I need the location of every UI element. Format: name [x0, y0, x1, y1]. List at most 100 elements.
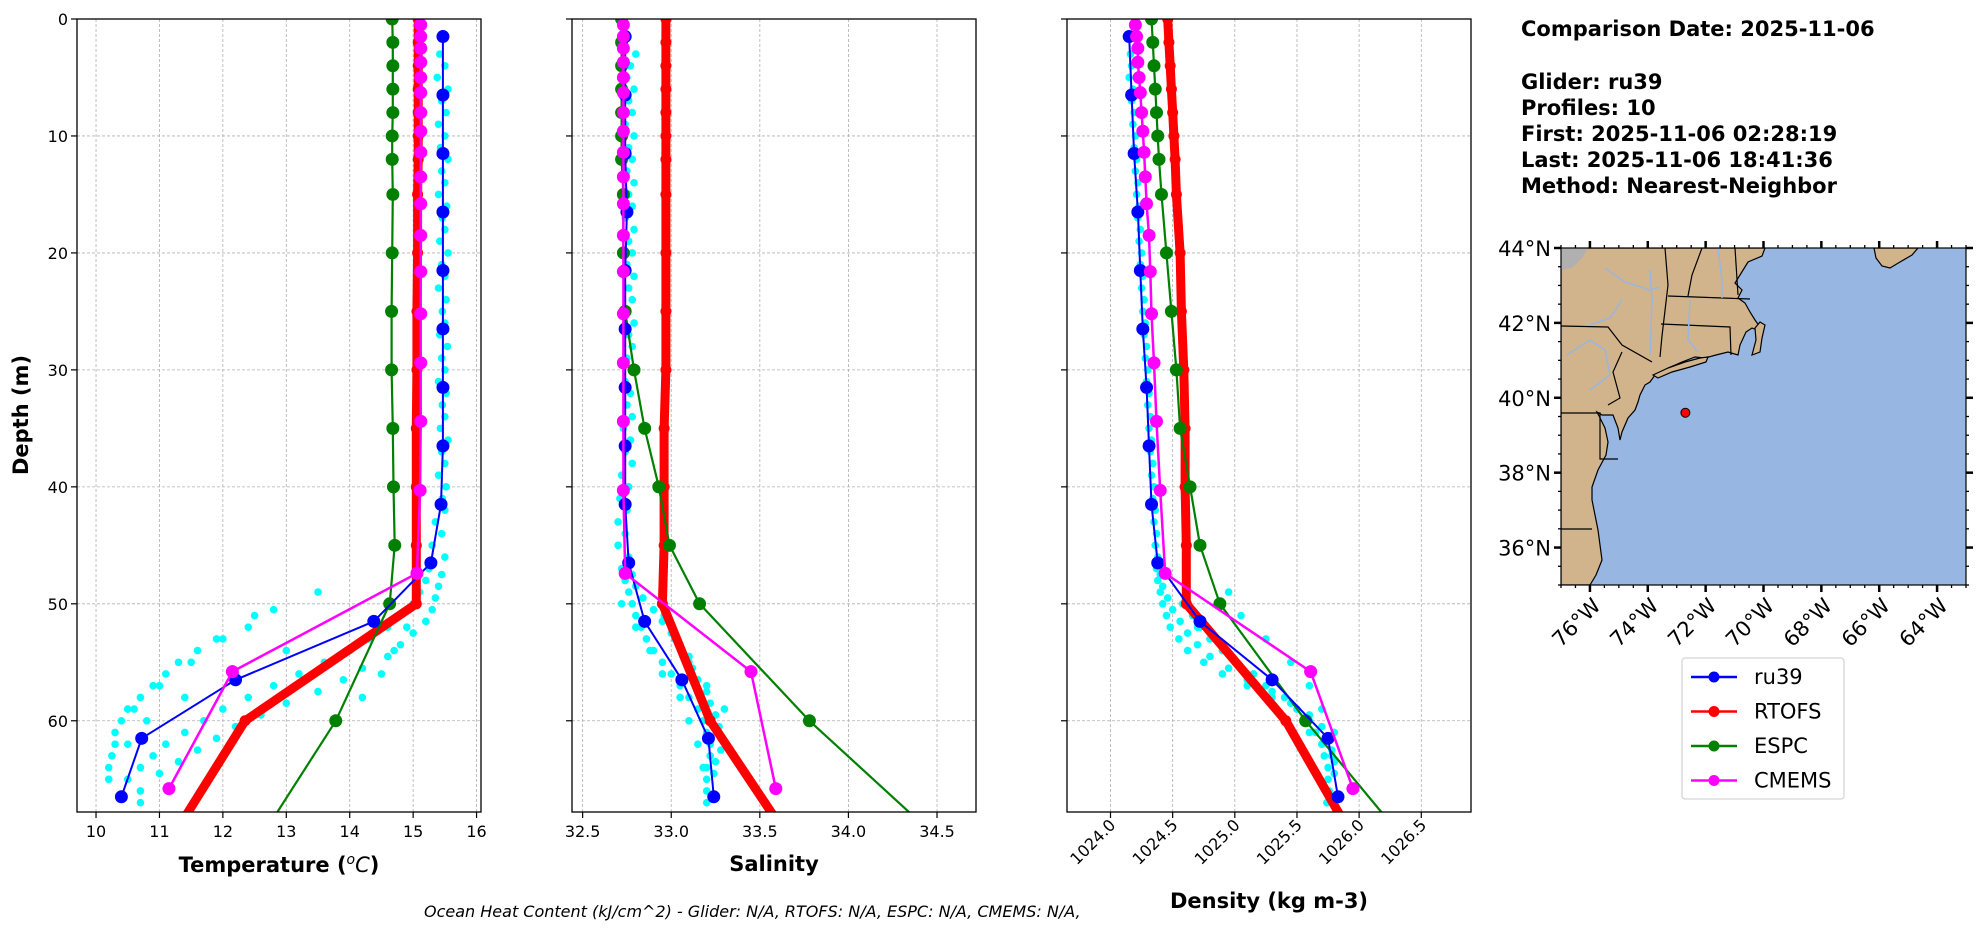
glider-raw-point	[108, 752, 116, 760]
glider-raw-point	[358, 693, 367, 702]
series-marker-rtofs	[1180, 539, 1192, 551]
glider-raw-point	[434, 120, 443, 129]
legend-label: RTOFS	[1754, 700, 1821, 724]
glider-raw-point	[136, 798, 145, 807]
series-marker-cmems	[414, 55, 428, 69]
legend: ru39 RTOFS ESPC CMEMS	[1681, 657, 1845, 800]
glider-raw-point	[434, 284, 443, 292]
axes-frame	[1066, 18, 1472, 813]
series-marker-cmems	[616, 265, 630, 279]
series-marker-cmems	[1158, 566, 1172, 580]
series-marker-ru39	[618, 322, 632, 336]
series-marker-cmems	[616, 483, 630, 497]
series-marker-rtofs	[660, 107, 672, 119]
series-marker-cmems	[414, 265, 428, 279]
series-marker-cmems	[414, 197, 428, 211]
series-marker-ru39	[424, 556, 438, 570]
series-marker-cmems	[769, 782, 783, 796]
glider-raw-point	[377, 670, 386, 678]
series-marker-cmems	[413, 483, 427, 497]
series-marker-ru39	[701, 731, 715, 745]
glider-raw-point	[624, 588, 633, 596]
temperature-panel: 10 11 12 13 14 15 16 0 10 20 30 40 50 60	[48, 10, 487, 841]
glider-raw-point	[1324, 775, 1332, 784]
series-marker-cmems	[1142, 228, 1156, 242]
map-nova-scotia	[1873, 248, 1919, 269]
series-marker-espc	[385, 363, 399, 377]
x-tick-label: 34.0	[831, 822, 867, 841]
glider-raw-point	[628, 600, 637, 608]
map-lon-label: 76°W	[1547, 593, 1605, 651]
series-marker-rtofs	[660, 19, 672, 25]
glider-raw-point	[269, 605, 278, 614]
map-lat-label: 42°N	[1498, 312, 1551, 336]
series-marker-rtofs	[410, 539, 422, 551]
map-lat-label: 40°N	[1498, 387, 1551, 411]
glider-raw-point	[614, 541, 622, 550]
series-marker-espc	[386, 82, 400, 96]
series-marker-cmems	[618, 566, 632, 580]
x-tick-label: 14	[340, 822, 360, 841]
map-long-island	[1651, 356, 1709, 379]
density-axis-label: Density (kg m-3)	[1170, 889, 1368, 913]
y-tick-label: 20	[48, 244, 68, 263]
glider-raw-point	[212, 734, 221, 743]
glider-raw-point	[631, 611, 640, 620]
glider-raw-point	[390, 646, 398, 655]
series-marker-cmems	[1147, 356, 1161, 370]
glider-raw-point	[628, 295, 637, 304]
glider-raw-point	[104, 763, 113, 772]
glider-raw-point	[136, 763, 145, 772]
glider-raw-point	[428, 605, 436, 614]
glider-raw-point	[1183, 646, 1192, 655]
last-time: Last: 2025-11-06 18:41:36	[1521, 148, 1833, 172]
axes-frame	[571, 18, 977, 813]
series-marker-cmems	[616, 124, 630, 138]
series-line-espc	[276, 19, 396, 812]
glider-location-marker[interactable]	[1680, 407, 1691, 418]
glider-raw-point	[174, 757, 183, 766]
glider-raw-point	[1162, 611, 1171, 620]
series-marker-espc	[386, 106, 400, 120]
glider-raw-point	[442, 108, 450, 117]
series-marker-cmems	[1135, 106, 1149, 120]
glider-raw-point	[314, 687, 322, 696]
glider-raw-point	[642, 635, 651, 643]
series-marker-cmems	[1128, 19, 1142, 32]
y-tick-label: 10	[48, 127, 68, 146]
series-marker-cmems	[616, 106, 630, 120]
glider-raw-point	[422, 576, 430, 585]
series-marker-espc	[627, 363, 641, 377]
glider-raw-point	[702, 687, 711, 696]
series-marker-rtofs	[660, 247, 672, 259]
glider-raw-point	[1158, 600, 1167, 608]
glider-raw-point	[435, 237, 444, 246]
series-line-ru39	[1128, 36, 1339, 797]
glider-raw-point	[1147, 471, 1156, 479]
series-marker-cmems	[414, 356, 428, 370]
glider-raw-point	[1224, 664, 1233, 672]
series-marker-espc	[385, 304, 399, 318]
series-marker-cmems	[414, 30, 428, 44]
glider-raw-point	[181, 728, 189, 737]
profiles-count: Profiles: 10	[1521, 96, 1656, 120]
series-marker-ru39	[1265, 673, 1279, 687]
glider-raw-point	[1218, 670, 1227, 678]
series-marker-cmems	[1138, 170, 1152, 184]
series-marker-cmems	[616, 170, 630, 184]
series-marker-rtofs	[660, 83, 672, 95]
series-marker-espc	[802, 714, 816, 728]
glider-raw-point	[314, 588, 322, 596]
glider-raw-point	[441, 553, 449, 561]
series-marker-espc	[386, 59, 400, 73]
series-line-ru39	[120, 36, 444, 798]
glider-raw-point	[282, 646, 291, 655]
legend-entry-rtofs: RTOFS	[1691, 700, 1821, 724]
glider-raw-point	[434, 190, 443, 199]
series-marker-espc	[1146, 35, 1160, 49]
glider-raw-point	[130, 705, 138, 713]
glider-raw-point	[614, 518, 622, 526]
salinity-panel: 32.5 33.0 33.5 34.0 34.5	[565, 18, 977, 841]
series-marker-cmems	[1136, 124, 1150, 138]
series-marker-rtofs	[658, 422, 670, 434]
